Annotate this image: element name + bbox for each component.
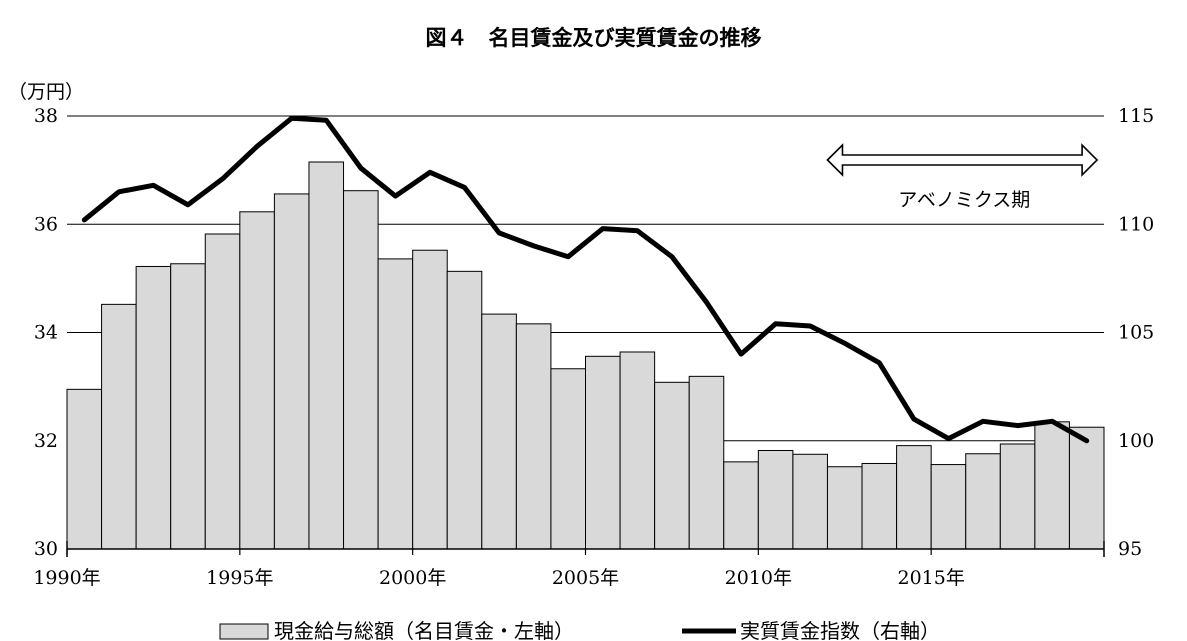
- x-tick-label: 1995年: [206, 567, 273, 589]
- bar: [792, 453, 828, 550]
- left-tick-label: 34: [34, 322, 58, 344]
- bar: [688, 375, 725, 550]
- series-line: [81, 115, 1090, 444]
- bar: [481, 313, 517, 550]
- bar: [273, 193, 310, 550]
- bar: [550, 368, 587, 550]
- x-tick-label: 2000年: [379, 567, 446, 589]
- line-series: [81, 115, 1090, 444]
- bar: [135, 265, 172, 550]
- bar: [101, 303, 137, 550]
- bar: [654, 381, 690, 550]
- bar: [412, 249, 448, 550]
- bar: [1068, 426, 1105, 550]
- bar-series: [66, 161, 1105, 550]
- bar: [585, 355, 621, 550]
- bar: [896, 445, 932, 550]
- x-tick-label: 2005年: [552, 567, 619, 589]
- chart-title: 図４ 名目賃金及び実質賃金の推移: [425, 26, 762, 50]
- bar: [343, 190, 379, 550]
- bar: [757, 449, 794, 550]
- bar: [170, 263, 206, 550]
- bar: [308, 161, 345, 550]
- bar: [446, 270, 483, 550]
- left-tick-label: 30: [34, 538, 58, 560]
- bar: [861, 462, 898, 550]
- x-axis-ticks: 1990年 1995年 2000年 2005年 2010年 2015年: [33, 567, 965, 589]
- right-tick-label: 95: [1118, 538, 1142, 560]
- bar: [619, 351, 656, 550]
- left-axis-unit: （万円）: [8, 81, 84, 103]
- right-tick-label: 100: [1118, 430, 1154, 452]
- bar: [66, 388, 103, 550]
- legend: 現金給与総額（名目賃金・左軸） 実質賃金指数（右軸）: [219, 619, 940, 641]
- legend-swatch-bar: [219, 623, 269, 640]
- x-tick-label: 1990年: [33, 567, 100, 589]
- bar: [826, 466, 863, 550]
- right-axis-ticks: 95 100 105 110 115: [1118, 105, 1154, 560]
- left-tick-label: 36: [34, 213, 58, 235]
- bar: [930, 464, 967, 550]
- bar: [723, 461, 759, 550]
- bar: [239, 211, 275, 550]
- legend-label: 実質賃金指数（右軸）: [740, 619, 940, 641]
- x-tick-label: 2015年: [897, 567, 964, 589]
- bar: [377, 258, 414, 550]
- legend-label: 現金給与総額（名目賃金・左軸）: [274, 619, 574, 641]
- annotation-label: アベノミクス期: [898, 189, 1030, 211]
- double-arrow-icon: [826, 143, 1099, 177]
- annotation: アベノミクス期: [826, 143, 1099, 211]
- bar: [965, 453, 1001, 550]
- axes: [66, 541, 1105, 557]
- right-tick-label: 105: [1118, 322, 1154, 344]
- bar: [1034, 421, 1070, 550]
- bar: [515, 323, 552, 550]
- bar: [204, 233, 241, 550]
- right-tick-label: 110: [1118, 213, 1154, 235]
- bar: [999, 443, 1036, 550]
- right-tick-label: 115: [1118, 105, 1154, 127]
- left-tick-label: 38: [34, 105, 58, 127]
- x-tick-label: 2010年: [725, 567, 792, 589]
- left-axis-ticks: 30 32 34 36 38: [34, 105, 58, 560]
- left-tick-label: 32: [34, 430, 58, 452]
